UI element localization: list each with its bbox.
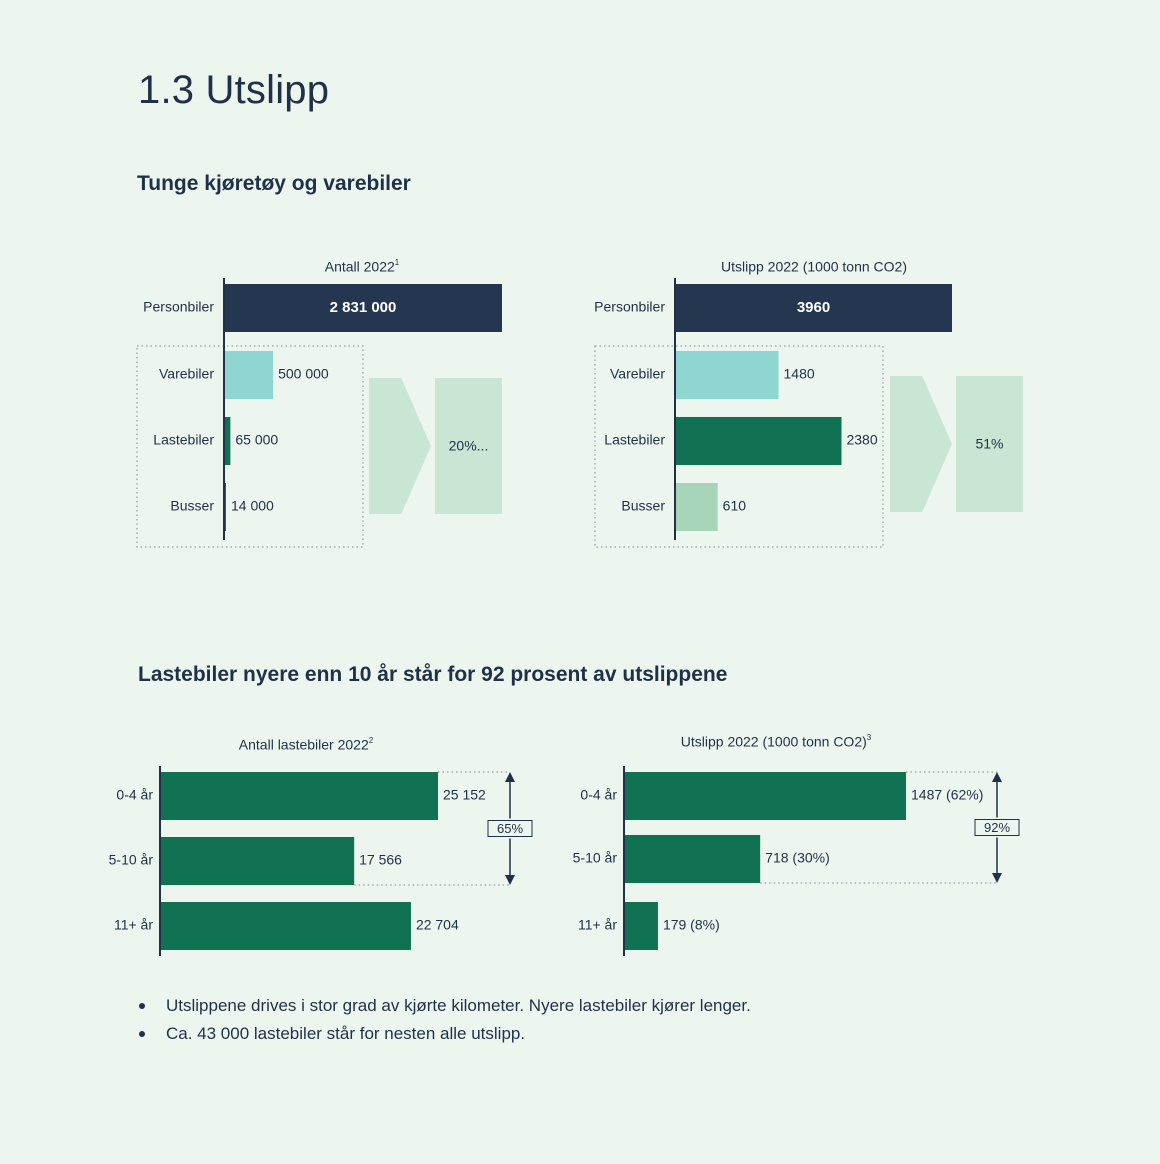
category-label: 0-4 år bbox=[580, 787, 617, 803]
category-label: Personbiler bbox=[594, 299, 665, 315]
bar-count-chart bbox=[224, 417, 231, 465]
bracket-label: 65% bbox=[497, 821, 523, 836]
bracket-label: 92% bbox=[984, 820, 1010, 835]
truck-count-chart-arrowhead-up bbox=[505, 772, 515, 782]
bullet-text: Ca. 43 000 lastebiler står for nesten al… bbox=[166, 1024, 526, 1043]
category-label: Varebiler bbox=[610, 366, 665, 382]
truck-count-chart-title-superscript: 2 bbox=[369, 736, 374, 745]
bar-count-chart bbox=[224, 284, 502, 332]
truck-count-chart-arrowhead-down bbox=[505, 875, 515, 885]
section-heading-vehicles: Tunge kjøretøy og varebiler bbox=[137, 172, 411, 195]
truck-emission-chart-title-superscript: 3 bbox=[867, 733, 872, 742]
category-label: 0-4 år bbox=[116, 787, 153, 803]
data-label: 718 (30%) bbox=[765, 850, 830, 866]
category-label: Busser bbox=[170, 498, 214, 514]
emission-chart-group-box bbox=[594, 345, 884, 548]
page-title: 1.3 Utslipp bbox=[138, 68, 330, 112]
bar-truck-emission-chart bbox=[624, 772, 906, 820]
bullet-list: Utslippene drives i stor grad av kjørte … bbox=[138, 992, 751, 1048]
bar-emission-chart bbox=[675, 284, 952, 332]
data-label: 3960 bbox=[797, 299, 830, 316]
category-label: Lastebiler bbox=[153, 432, 214, 448]
category-label: Lastebiler bbox=[604, 432, 665, 448]
emission-chart-callout-box bbox=[956, 376, 1023, 512]
callout-label: 20%... bbox=[449, 438, 489, 454]
data-label: 14 000 bbox=[231, 498, 274, 514]
category-label: 11+ år bbox=[578, 917, 617, 933]
callout-label: 51% bbox=[975, 436, 1003, 452]
category-label: 11+ år bbox=[114, 917, 153, 933]
bullet-dot bbox=[139, 1031, 145, 1037]
truck-emission-chart-arrowhead-up bbox=[992, 772, 1002, 782]
emission-chart-title: Utslipp 2022 (1000 tonn CO2) bbox=[721, 259, 907, 275]
bullet-item: Ca. 43 000 lastebiler står for nesten al… bbox=[138, 1020, 751, 1048]
bullet-dot bbox=[139, 1003, 145, 1009]
data-label: 25 152 bbox=[443, 787, 486, 803]
category-label: Varebiler bbox=[159, 366, 214, 382]
bar-emission-chart bbox=[675, 351, 779, 399]
data-label: 1480 bbox=[784, 366, 815, 382]
data-label: 610 bbox=[723, 498, 747, 514]
truck-count-chart-title: Antall lastebiler 20222 bbox=[239, 736, 374, 753]
data-label: 2380 bbox=[846, 432, 877, 448]
bar-emission-chart bbox=[675, 483, 718, 531]
category-label: 5-10 år bbox=[109, 852, 154, 868]
bar-emission-chart bbox=[675, 417, 842, 465]
emission-chart-callout-arrow bbox=[890, 376, 952, 512]
truck-count-chart-bracket-label-box bbox=[487, 820, 533, 837]
bullet-item: Utslippene drives i stor grad av kjørte … bbox=[138, 992, 751, 1020]
bar-truck-count-chart bbox=[160, 772, 438, 820]
count-chart-callout-arrow bbox=[369, 378, 431, 514]
bar-truck-emission-chart bbox=[624, 902, 658, 950]
category-label: 5-10 år bbox=[573, 850, 618, 866]
truck-emission-chart-bracket-label-box bbox=[974, 819, 1020, 836]
bar-count-chart bbox=[224, 351, 274, 399]
category-label: Personbiler bbox=[143, 299, 214, 315]
bar-truck-count-chart bbox=[160, 902, 411, 950]
count-chart-group-box bbox=[136, 345, 364, 548]
bullet-text: Utslippene drives i stor grad av kjørte … bbox=[166, 996, 751, 1015]
count-chart-title: Antall 20221 bbox=[325, 258, 400, 275]
count-chart-title-superscript: 1 bbox=[395, 258, 400, 267]
data-label: 17 566 bbox=[359, 852, 402, 868]
truck-emission-chart-arrowhead-down bbox=[992, 873, 1002, 883]
data-label: 500 000 bbox=[278, 366, 329, 382]
bar-truck-emission-chart bbox=[624, 835, 761, 883]
bar-truck-count-chart bbox=[160, 837, 355, 885]
section-heading-trucks: Lastebiler nyere enn 10 år står for 92 p… bbox=[138, 663, 728, 686]
data-label: 2 831 000 bbox=[330, 299, 397, 316]
data-label: 65 000 bbox=[235, 432, 278, 448]
count-chart-callout-box bbox=[435, 378, 502, 514]
data-label: 22 704 bbox=[416, 917, 459, 933]
data-label: 179 (8%) bbox=[663, 917, 720, 933]
truck-emission-chart-title: Utslipp 2022 (1000 tonn CO2)3 bbox=[681, 733, 872, 750]
data-label: 1487 (62%) bbox=[911, 787, 983, 803]
category-label: Busser bbox=[621, 498, 665, 514]
